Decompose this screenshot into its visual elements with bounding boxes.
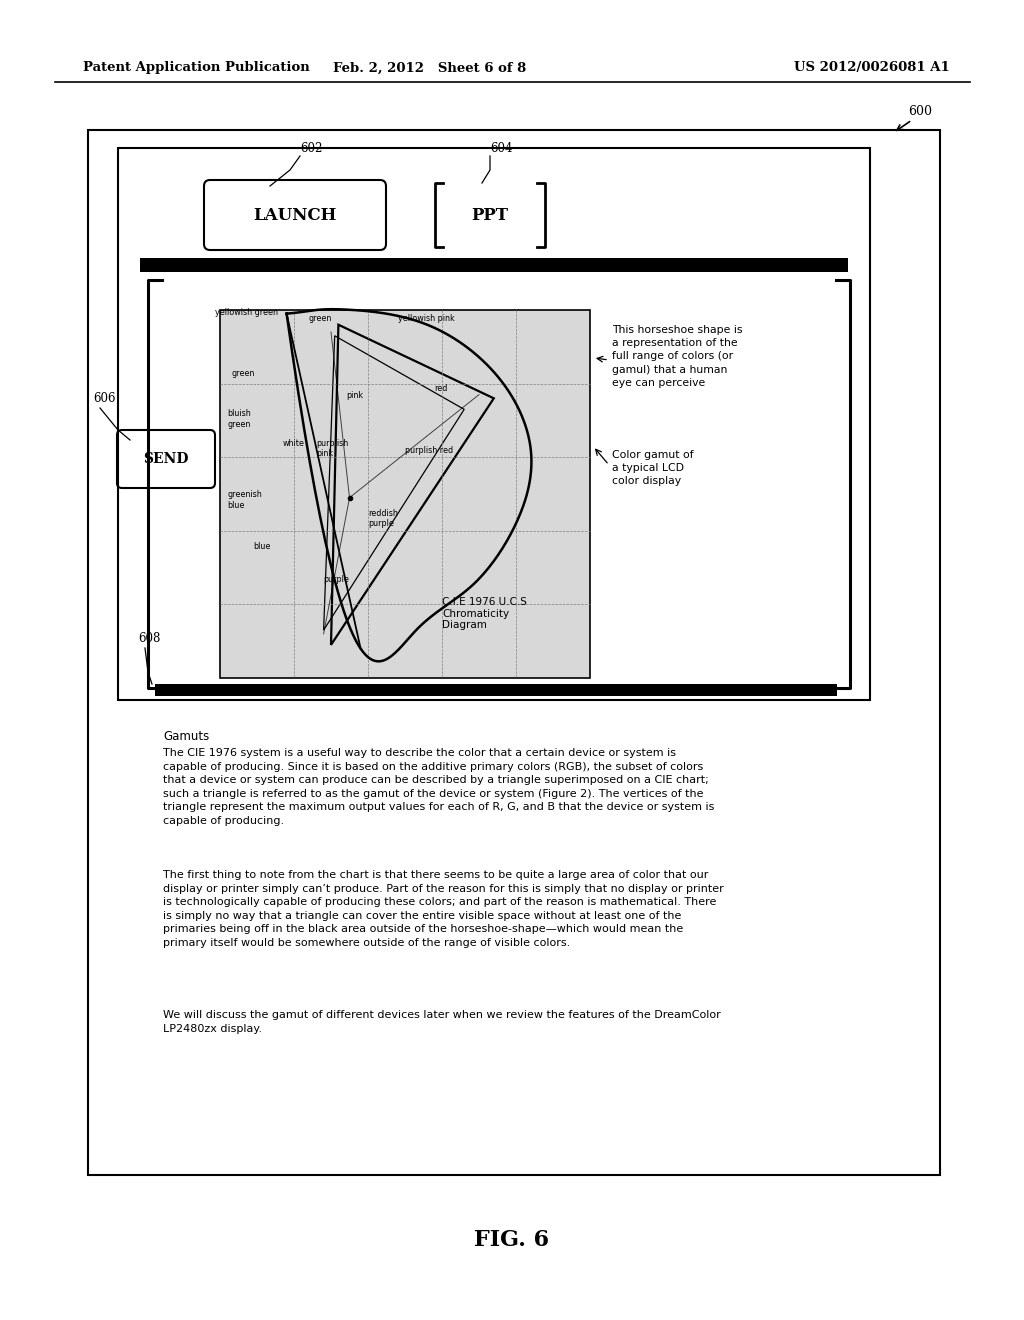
Text: The first thing to note from the chart is that there seems to be quite a large a: The first thing to note from the chart i… — [163, 870, 724, 948]
Text: blue: blue — [253, 541, 270, 550]
Text: US 2012/0026081 A1: US 2012/0026081 A1 — [795, 62, 950, 74]
Text: Patent Application Publication: Patent Application Publication — [83, 62, 309, 74]
Text: yellowish green: yellowish green — [215, 308, 278, 317]
Text: reddish
purple: reddish purple — [368, 508, 398, 528]
Bar — [118, 148, 870, 700]
Text: red: red — [434, 384, 447, 392]
Text: Color gamut of
a typical LCD
color display: Color gamut of a typical LCD color displ… — [612, 450, 693, 486]
Text: purplish
pink: purplish pink — [316, 438, 348, 458]
Text: pink: pink — [346, 391, 362, 400]
Bar — [155, 684, 837, 696]
Bar — [140, 257, 848, 272]
Text: bluish
green: bluish green — [227, 409, 251, 429]
Text: greenish
blue: greenish blue — [227, 490, 262, 510]
Bar — [88, 129, 940, 1175]
Text: 604: 604 — [490, 143, 512, 154]
Text: 600: 600 — [908, 106, 932, 117]
Text: 602: 602 — [300, 143, 323, 154]
Text: We will discuss the gamut of different devices later when we review the features: We will discuss the gamut of different d… — [163, 1010, 721, 1034]
Text: purple: purple — [324, 576, 349, 583]
Text: purplish red: purplish red — [406, 446, 454, 455]
Text: Gamuts: Gamuts — [163, 730, 209, 743]
Text: green: green — [231, 368, 255, 378]
Text: This horseshoe shape is
a representation of the
full range of colors (or
gamul) : This horseshoe shape is a representation… — [612, 325, 742, 388]
Text: green: green — [309, 314, 332, 322]
Text: C.I.E 1976 U.C.S
Chromaticity
Diagram: C.I.E 1976 U.C.S Chromaticity Diagram — [442, 597, 527, 630]
Text: Feb. 2, 2012   Sheet 6 of 8: Feb. 2, 2012 Sheet 6 of 8 — [334, 62, 526, 74]
Text: The CIE 1976 system is a useful way to describe the color that a certain device : The CIE 1976 system is a useful way to d… — [163, 748, 715, 826]
Text: SEND: SEND — [143, 451, 188, 466]
Text: white: white — [283, 438, 305, 447]
Text: yellowish pink: yellowish pink — [397, 314, 455, 322]
Text: 608: 608 — [138, 632, 161, 645]
Text: 606: 606 — [93, 392, 116, 405]
Bar — [220, 310, 590, 678]
Text: PPT: PPT — [471, 206, 509, 223]
Text: FIG. 6: FIG. 6 — [474, 1229, 550, 1251]
Text: LAUNCH: LAUNCH — [253, 206, 337, 223]
